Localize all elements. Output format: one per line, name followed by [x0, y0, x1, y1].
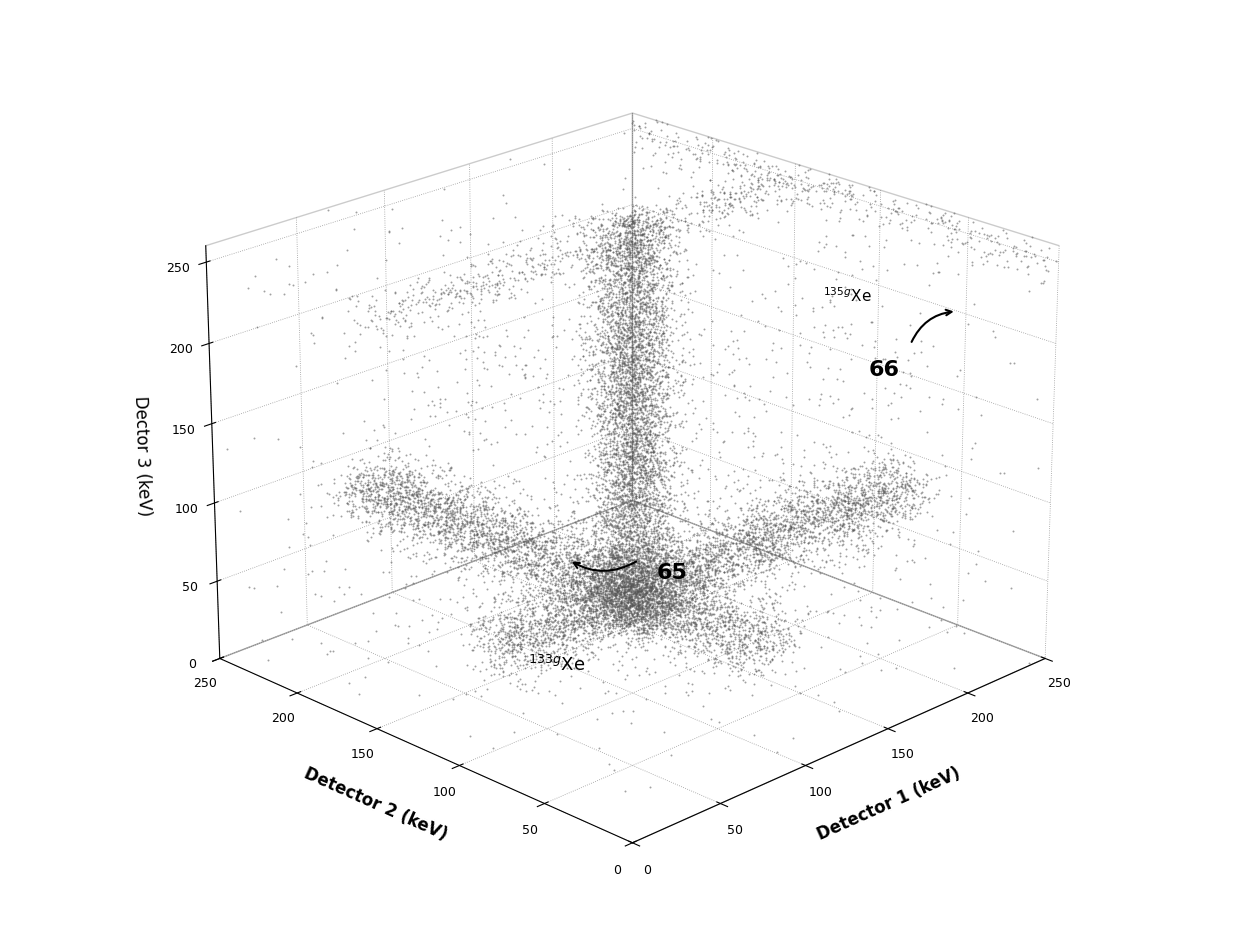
Text: $^{135g}$Xe: $^{135g}$Xe — [823, 286, 872, 305]
Text: 66: 66 — [869, 359, 900, 380]
Text: $^{133g}$Xe: $^{133g}$Xe — [528, 655, 585, 675]
X-axis label: Detector 1 (keV): Detector 1 (keV) — [815, 765, 963, 844]
Y-axis label: Detector 2 (keV): Detector 2 (keV) — [301, 765, 450, 844]
Text: 65: 65 — [657, 563, 688, 582]
